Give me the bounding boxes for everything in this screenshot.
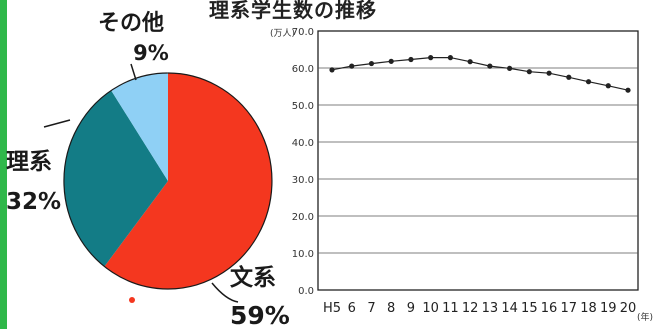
value-bunkei: 59% [230, 301, 290, 329]
x-tick-label: 8 [387, 301, 395, 316]
label-rikei: 理系 [6, 149, 52, 175]
y-tick-label: 40.0 [292, 138, 314, 149]
data-point [408, 56, 414, 63]
series-line [331, 57, 629, 91]
label-other: その他 [98, 11, 164, 36]
y-tick-label: 20.0 [292, 212, 314, 223]
y-tick-label: 50.0 [292, 101, 314, 112]
leader-other [130, 63, 137, 81]
value-rikei: 32% [6, 189, 61, 215]
y-unit-label: (万人) [270, 28, 295, 39]
x-tick-label: 13 [482, 301, 499, 316]
pie-slice-rikei [63, 90, 168, 267]
data-point [329, 67, 335, 73]
data-point [566, 74, 572, 80]
data-point [447, 55, 453, 61]
pie-slice-other [111, 72, 168, 181]
x-tick-label: 17 [561, 301, 578, 316]
leader-bunkei [211, 282, 239, 303]
x-tick-label: 16 [541, 301, 558, 316]
x-tick-label: 7 [367, 301, 375, 316]
data-point [605, 83, 611, 89]
value-other: 9% [133, 41, 169, 65]
line-chart: 0.0 10.0 20.0 30.0 40.0 50.0 60.0 70.0 H5 6 7 8 9 10… [270, 27, 653, 323]
x-tick-label: 15 [521, 301, 538, 316]
x-tick-label: 6 [348, 301, 356, 316]
y-tick-label: 70.0 [292, 27, 314, 38]
data-point [526, 69, 532, 75]
x-tick-label: 19 [600, 301, 617, 316]
data-point [507, 65, 513, 71]
data-point [467, 59, 473, 65]
y-tick-label: 30.0 [292, 175, 314, 186]
green-border [0, 0, 7, 329]
pie-slice-bunkei [104, 73, 272, 289]
data-point [428, 55, 434, 61]
x-tick-label: H5 [323, 301, 341, 316]
data-point [368, 60, 375, 67]
data-point [625, 87, 631, 93]
data-point [546, 70, 552, 76]
y-tick-label: 0.0 [298, 286, 314, 297]
x-tick-label: 14 [501, 301, 518, 316]
x-tick-label: 10 [422, 301, 439, 316]
x-tick-label: 12 [462, 301, 479, 316]
y-tick-label: 60.0 [292, 64, 314, 75]
page-title: 理系学生数の推移 [209, 0, 377, 22]
plot-frame [317, 30, 639, 291]
x-tick-label: 11 [442, 301, 459, 316]
data-point [349, 63, 355, 69]
x-tick-label: 9 [407, 301, 415, 316]
label-bunkei: 文系 [230, 264, 276, 291]
data-point [487, 63, 493, 69]
x-tick-label: 20 [620, 301, 637, 316]
pie-dot [129, 297, 135, 303]
data-point [388, 58, 394, 64]
y-tick-label: 10.0 [292, 249, 314, 260]
data-point [585, 79, 592, 85]
pie-outline [63, 72, 273, 290]
pie-chart: その他 9% 理系 32% 文系 59% [6, 11, 290, 329]
x-unit-label: (年) [637, 311, 653, 323]
x-tick-label: 18 [580, 301, 597, 316]
leader-rikei [43, 119, 71, 128]
